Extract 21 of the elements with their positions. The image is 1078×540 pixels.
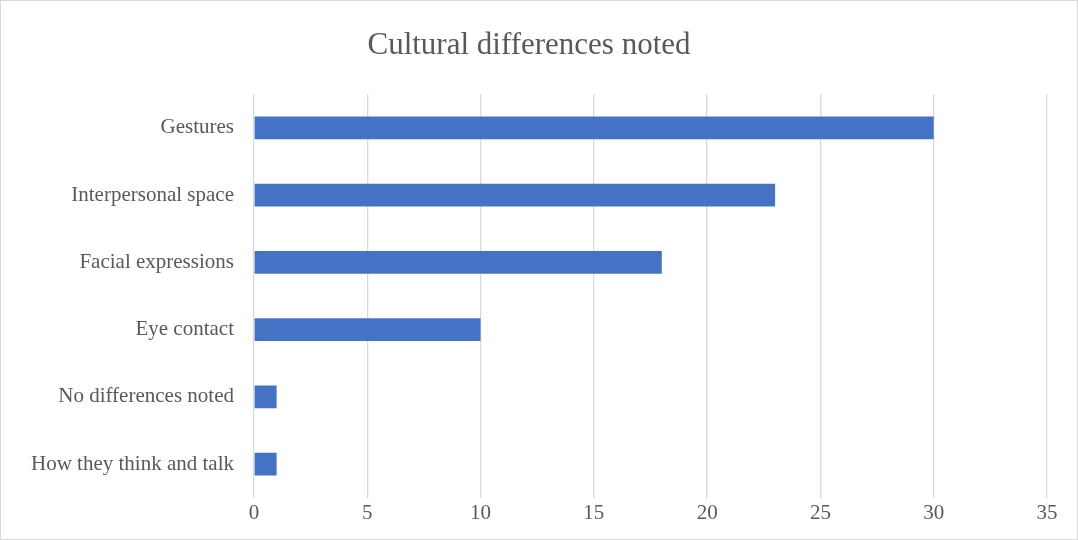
x-tick-label: 0 xyxy=(248,499,260,524)
x-tick-label: 10 xyxy=(470,499,492,524)
y-tick-label: Interpersonal space xyxy=(71,181,234,206)
x-tick-label: 30 xyxy=(923,499,945,524)
bar xyxy=(254,452,277,476)
bar xyxy=(254,116,934,140)
bar xyxy=(254,183,776,207)
y-tick-label: Eye contact xyxy=(135,316,235,341)
chart-title: Cultural differences noted xyxy=(367,25,692,61)
x-tick-label: 35 xyxy=(1036,499,1058,524)
x-tick-label: 5 xyxy=(362,499,373,524)
bar xyxy=(254,250,662,274)
bar xyxy=(254,385,277,409)
y-tick-label: No differences noted xyxy=(58,383,235,408)
x-tick-label: 15 xyxy=(583,499,605,524)
x-tick-label: 20 xyxy=(696,499,718,524)
y-tick-label: Facial expressions xyxy=(79,248,234,273)
y-tick-label: Gestures xyxy=(160,114,234,139)
bar xyxy=(254,318,481,342)
x-tick-label: 25 xyxy=(809,499,831,524)
y-tick-label: How they think and talk xyxy=(31,450,235,475)
